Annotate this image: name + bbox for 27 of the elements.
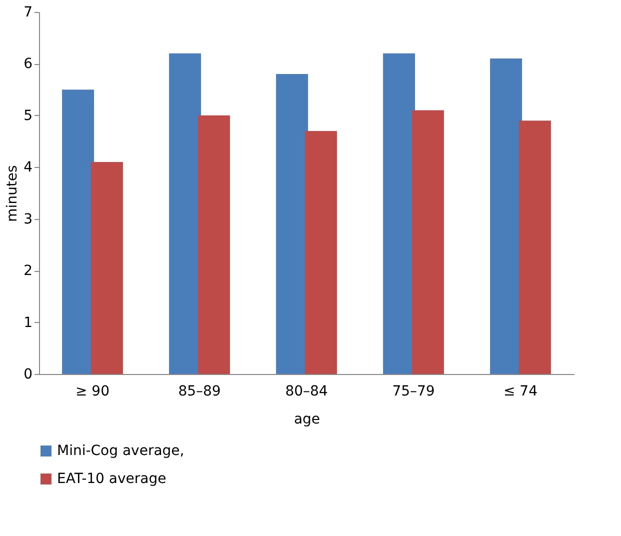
bar — [518, 120, 551, 374]
legend-label: Mini-Cog average, — [57, 443, 184, 459]
y-tick-label: 6 — [24, 56, 33, 72]
y-tick-label: 2 — [24, 263, 32, 280]
y-tick-label: 4 — [24, 160, 33, 176]
x-axis-title: age — [294, 412, 320, 428]
x-tick-label: 80–84 — [285, 384, 328, 400]
y-tick-label: 5 — [24, 108, 32, 124]
bar — [383, 53, 416, 374]
y-axis-title: minutes — [4, 165, 21, 222]
x-tick-label: 85–89 — [178, 384, 221, 400]
bar — [490, 58, 522, 374]
legend-label: EAT-10 average — [57, 471, 166, 487]
bar — [198, 115, 230, 374]
x-tick-label: ≥ 90 — [76, 384, 110, 400]
bar — [90, 162, 123, 374]
bar — [276, 74, 308, 374]
bar — [169, 53, 202, 374]
y-tick-label: 0 — [24, 366, 32, 382]
bar — [412, 110, 444, 374]
x-tick-label: 75–79 — [392, 384, 435, 400]
y-tick-label: 1 — [24, 314, 32, 331]
y-tick-label: 3 — [24, 211, 32, 228]
bar — [62, 90, 94, 374]
x-tick-label: ≤ 74 — [504, 384, 538, 400]
y-tick-label: 7 — [24, 4, 32, 20]
bar — [304, 130, 337, 374]
